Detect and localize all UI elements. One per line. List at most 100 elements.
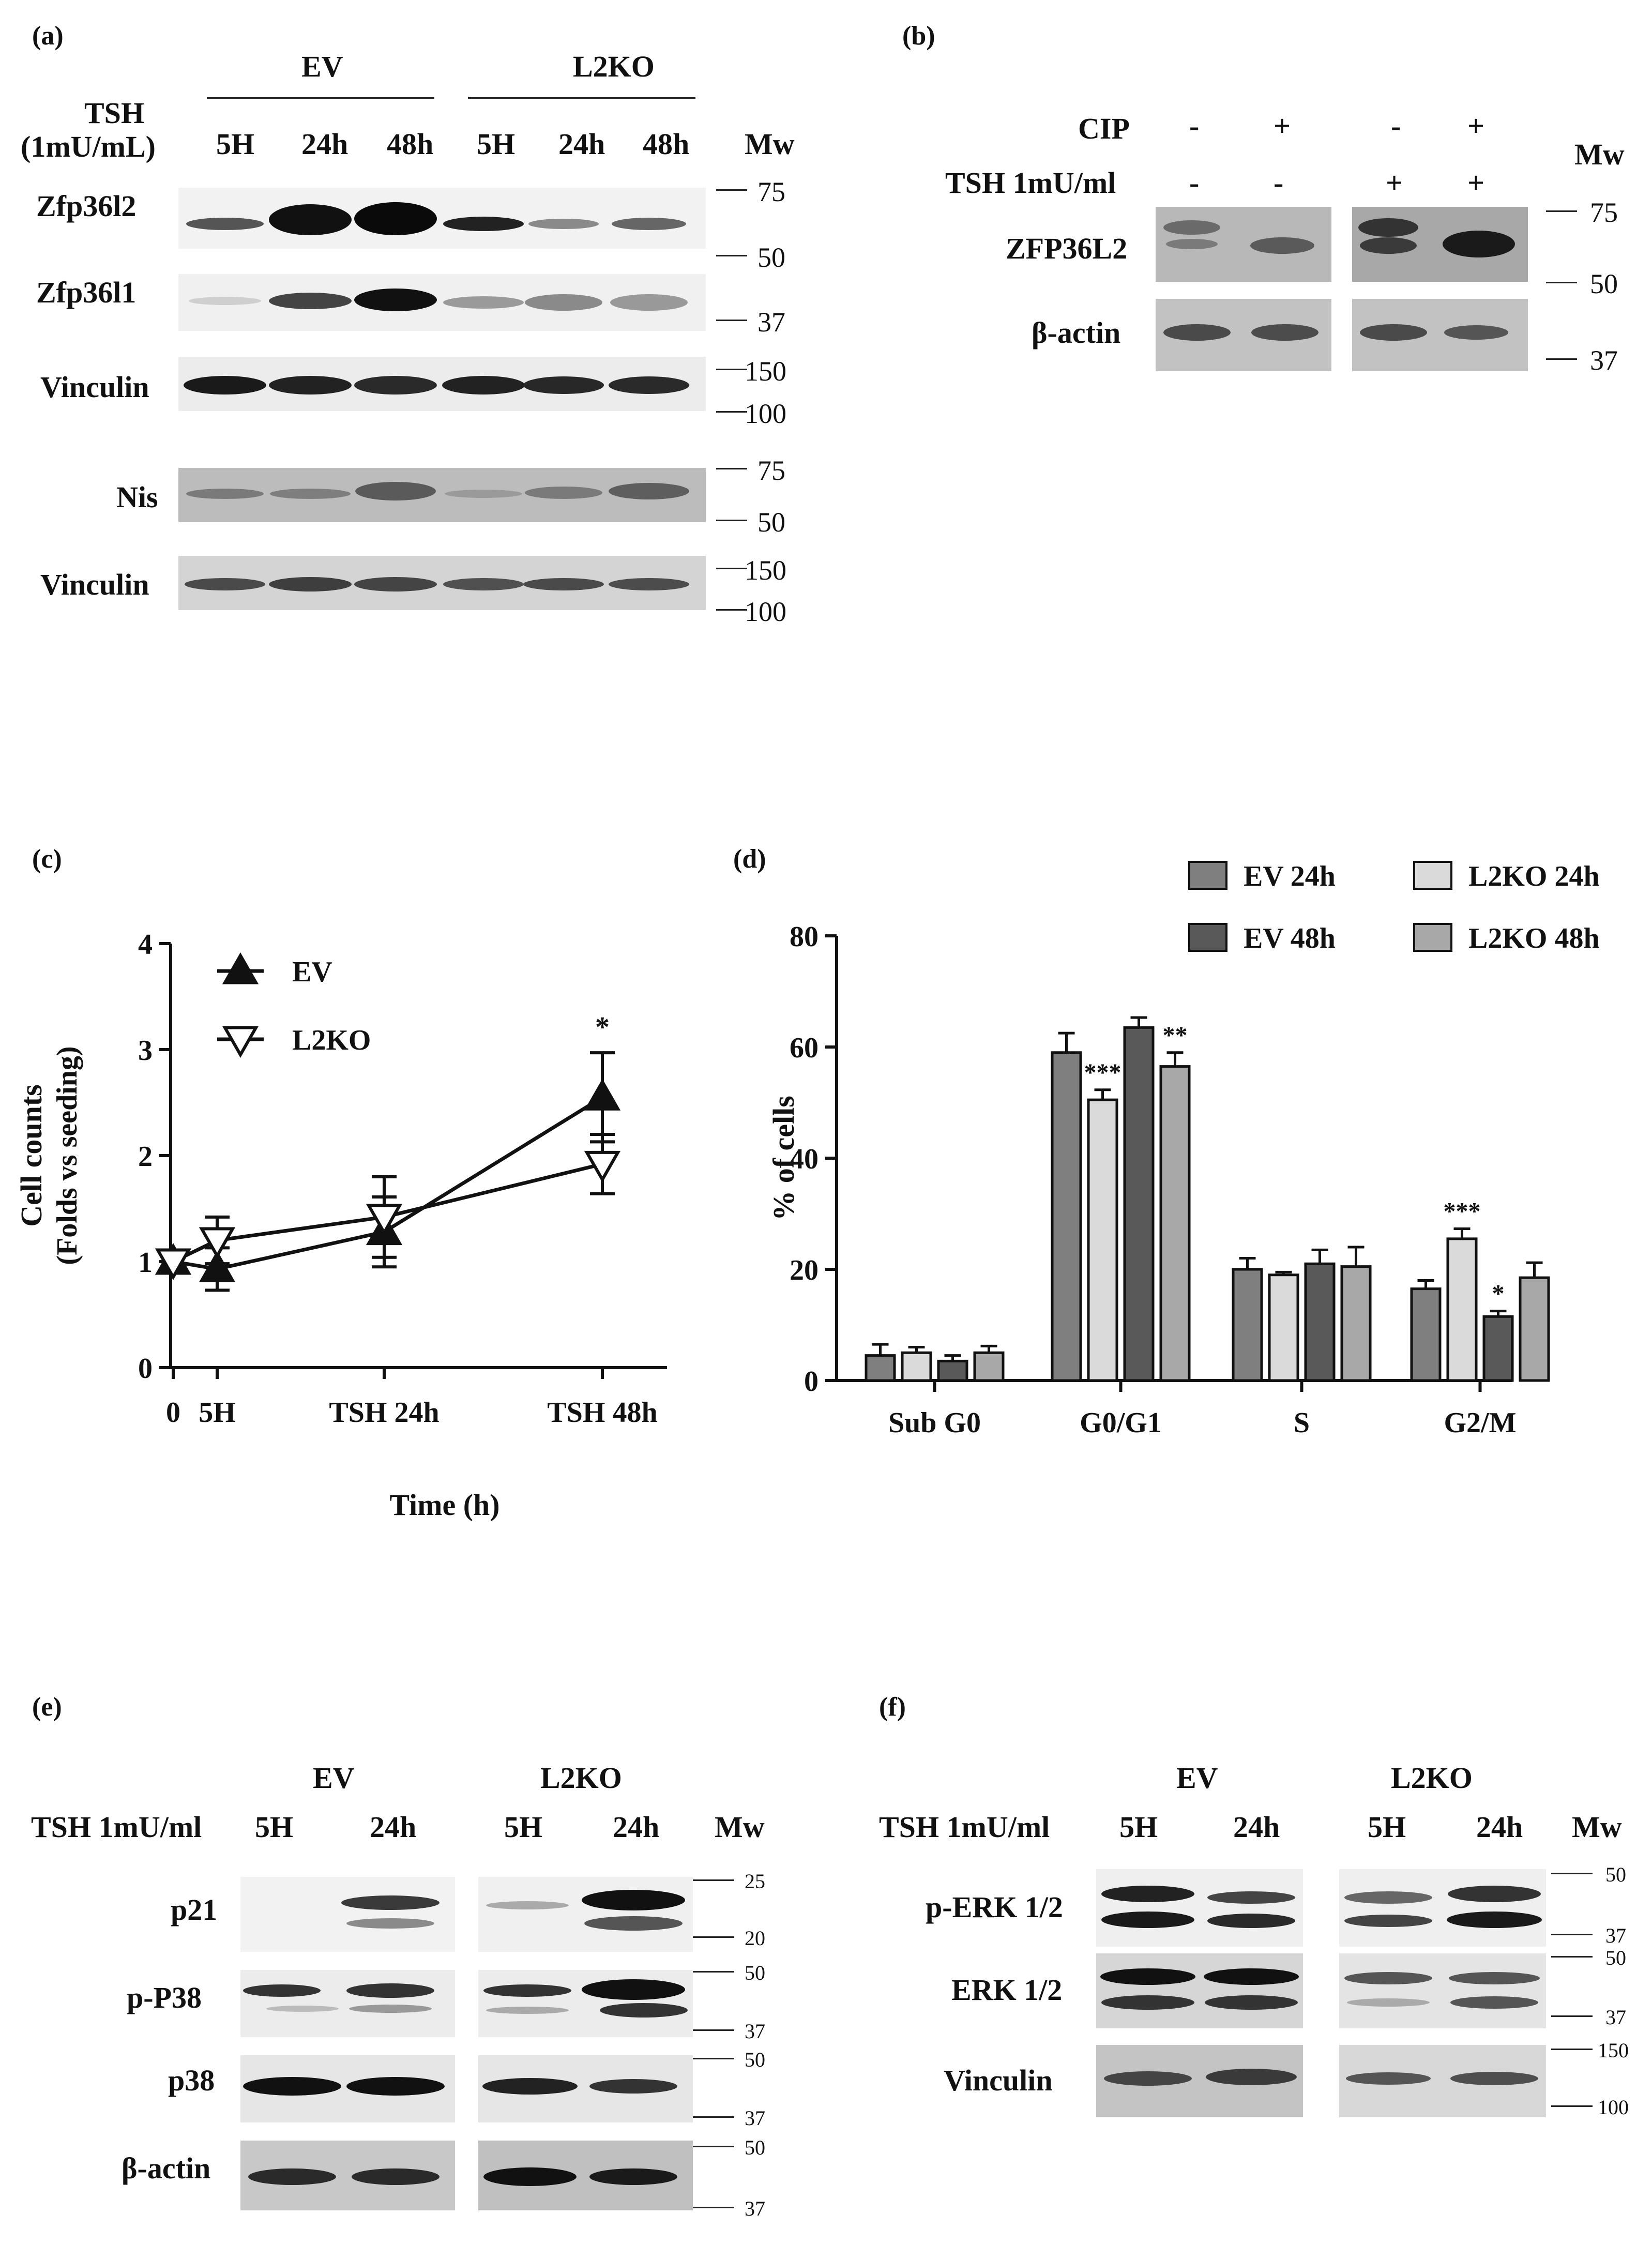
- legend-label: EV 48h: [1244, 922, 1336, 954]
- y-tick-label: 4: [138, 929, 153, 961]
- blot-row-label: ERK 1/2: [951, 1973, 1063, 2007]
- blot-erk-ev: [1096, 1953, 1303, 2028]
- blot-vinculin-f-ev: [1096, 2045, 1303, 2117]
- mw-marker: 50: [745, 1961, 765, 1984]
- blot-pp38-l2ko: [478, 1970, 693, 2037]
- significance-marker: **: [1163, 1022, 1188, 1049]
- blot-p21-l2ko: [478, 1877, 693, 1952]
- mw-marker: 50: [757, 242, 785, 273]
- panel-label-f: (f): [879, 1692, 906, 1722]
- mw-title: Mw: [745, 127, 795, 161]
- legend-swatch: [1188, 861, 1227, 890]
- y-axis-title: Cell counts: [14, 1084, 48, 1227]
- mw-tick: [1546, 282, 1577, 283]
- mw-marker: 50: [1605, 1863, 1626, 1886]
- legend-swatch: [1188, 923, 1227, 952]
- mw-marker: 37: [757, 307, 785, 338]
- bar-ev-48h: [1304, 1262, 1336, 1382]
- blot-vinculin-1: [178, 357, 706, 411]
- data-point-ev: [584, 1079, 621, 1111]
- mw-marker: 20: [745, 1927, 765, 1950]
- lane-label: 24h: [370, 1810, 417, 1844]
- blot-row-label: ZFP36L2: [1006, 232, 1128, 265]
- blot-row-label: Zfp36l1: [36, 276, 137, 309]
- lane-label: 5H: [1119, 1810, 1158, 1844]
- lane-label: 24h: [1233, 1810, 1280, 1844]
- group-label-ev: EV: [1176, 1761, 1218, 1795]
- lane-label: 24h: [558, 127, 605, 161]
- tsh-label: TSH 1mU/ml: [945, 166, 1116, 200]
- significance-marker: ***: [1444, 1198, 1481, 1225]
- x-tick-label: TSH 48h: [547, 1397, 657, 1429]
- blot-row-label: p21: [171, 1893, 218, 1927]
- cip-sign: -: [1189, 109, 1200, 143]
- mw-tick: [1551, 2105, 1593, 2107]
- mw-tick: [1546, 358, 1577, 360]
- mw-tick: [693, 2058, 734, 2059]
- data-point-l2ko: [199, 1227, 236, 1260]
- group-label-l2ko: L2KO: [573, 50, 655, 83]
- bar-ev-24h: [1051, 1051, 1082, 1382]
- mw-title: Mw: [715, 1810, 765, 1844]
- mw-marker: 25: [745, 1870, 765, 1893]
- mw-tick: [716, 468, 747, 469]
- y-tick-label: 80: [790, 921, 819, 953]
- mw-marker: 37: [1605, 2006, 1626, 2029]
- mw-marker: 50: [745, 2136, 765, 2159]
- blot-row-label: Vinculin: [944, 2064, 1053, 2097]
- mw-marker: 75: [757, 176, 785, 207]
- mw-tick: [1551, 2015, 1593, 2017]
- tsh-sign: +: [1386, 166, 1403, 200]
- mw-marker: 75: [1590, 197, 1618, 228]
- mw-marker: 100: [1598, 2096, 1629, 2119]
- blot-perk-ev: [1096, 1869, 1303, 1947]
- mw-tick: [716, 255, 747, 256]
- x-tick-label: Sub G0: [888, 1407, 981, 1439]
- mw-title: Mw: [1574, 138, 1625, 171]
- blot-row-label: Vinculin: [40, 568, 149, 601]
- mw-marker: 50: [745, 2048, 765, 2071]
- bar-ev-48h: [1482, 1315, 1514, 1382]
- mw-title: Mw: [1572, 1810, 1622, 1844]
- mw-tick: [716, 411, 747, 413]
- bar-ev-48h: [1123, 1026, 1155, 1382]
- mw-tick: [693, 1879, 734, 1881]
- treatment-concentration: (1mU/mL): [21, 130, 156, 163]
- bar-l2ko-24h: [1268, 1273, 1299, 1382]
- mw-marker: 75: [757, 455, 785, 486]
- mw-tick: [1546, 210, 1577, 212]
- treatment-label: TSH 1mU/ml: [879, 1810, 1050, 1844]
- significance-marker: *: [1492, 1280, 1505, 1308]
- lane-label: 24h: [613, 1810, 660, 1844]
- legend-label: L2KO 48h: [1468, 922, 1600, 954]
- y-axis-title: % of cells: [767, 1096, 800, 1221]
- y-tick-label: 3: [138, 1035, 153, 1067]
- legend-swatch: [1413, 923, 1452, 952]
- blot-vinculin-f-l2ko: [1339, 2045, 1546, 2117]
- bar-l2ko-24h: [1087, 1098, 1118, 1382]
- legend-swatch: [1413, 861, 1452, 890]
- legend-marker: [222, 952, 259, 984]
- x-tick-label: G0/G1: [1080, 1407, 1162, 1439]
- bar-l2ko-24h: [1446, 1237, 1478, 1382]
- data-point-l2ko: [366, 1204, 403, 1236]
- bar-l2ko-48h: [1159, 1065, 1191, 1382]
- cip-sign: -: [1391, 109, 1401, 143]
- legend-label: EV: [292, 956, 332, 988]
- lane-label: 5H: [1368, 1810, 1406, 1844]
- mw-marker: 37: [745, 2197, 765, 2220]
- mw-tick: [693, 2029, 734, 2031]
- series-line-l2ko: [172, 1162, 603, 1264]
- mw-tick: [693, 1936, 734, 1938]
- mw-tick: [1551, 1934, 1593, 1935]
- cip-sign: +: [1467, 109, 1485, 143]
- series-line-ev: [173, 1096, 603, 1271]
- blot-bactin-b2: [1352, 299, 1528, 371]
- legend-label: EV 24h: [1244, 860, 1336, 892]
- mw-marker: 50: [757, 507, 785, 538]
- group-line-ev: [207, 97, 434, 99]
- bar-l2ko-48h: [973, 1351, 1005, 1382]
- mw-tick: [716, 568, 747, 569]
- panel-label-d: (d): [733, 844, 766, 874]
- x-tick-label: 0: [166, 1397, 180, 1429]
